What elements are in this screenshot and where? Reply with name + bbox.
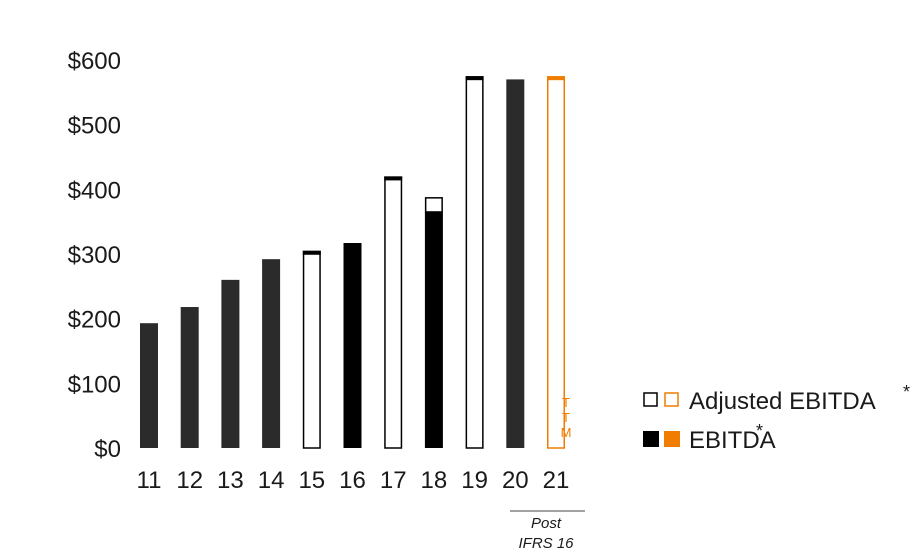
- legend-swatch-ebitda-black: [643, 431, 659, 447]
- legend-item-ebitda: EBITDA *: [643, 421, 776, 454]
- x-tick-label: 15: [298, 467, 325, 494]
- x-tick-label: 13: [217, 467, 244, 494]
- ttm-annotation: T T M: [561, 395, 572, 440]
- x-tick-label: 11: [137, 467, 162, 494]
- y-tick-label: $100: [68, 371, 121, 398]
- ttm-letter-2: T: [562, 410, 570, 425]
- y-tick-label: $600: [68, 48, 121, 75]
- bar-ebitda: [140, 323, 158, 448]
- legend-item-adjusted-ebitda: Adjusted EBITDA *: [643, 382, 910, 415]
- y-tick-label: $500: [68, 113, 121, 140]
- legend-star-ebitda: *: [756, 421, 763, 441]
- legend-star-adjusted-ebitda: *: [903, 382, 910, 402]
- bar-ebitda: [221, 279, 240, 448]
- bar-ebitda: [180, 307, 199, 448]
- bar-group: [343, 243, 362, 448]
- bar-ebitda: [506, 79, 525, 449]
- x-tick-label: 12: [176, 467, 203, 494]
- legend-label-adjusted-ebitda: Adjusted EBITDA: [689, 388, 876, 415]
- x-tick-label: 16: [339, 467, 366, 494]
- legend-label-ebitda: EBITDA: [689, 427, 776, 454]
- post-ifrs-line-2: IFRS 16: [518, 535, 574, 552]
- x-tick-label: 17: [380, 467, 407, 494]
- bar-group: [547, 76, 565, 449]
- bar-ebitda: [343, 243, 362, 448]
- bar-adjusted-ebitda: [424, 197, 443, 213]
- legend-swatch-adjusted-black: [643, 392, 658, 407]
- bar-ebitda: [262, 259, 281, 448]
- x-tick-label: 18: [421, 467, 448, 494]
- post-ifrs-note: Post IFRS 16: [510, 510, 585, 552]
- bar-group: [302, 250, 321, 449]
- bar-group: [180, 307, 199, 448]
- legend-swatch-adjusted-orange: [664, 392, 679, 407]
- y-tick-label: $300: [68, 242, 121, 269]
- y-tick-label: $0: [94, 436, 121, 463]
- bar-adjusted-ebitda: [302, 250, 321, 449]
- x-axis: 11 12 13 14 15 16 17 18 19 20 21: [137, 467, 570, 494]
- bar-adjusted-ebitda: [465, 76, 484, 449]
- bar-group: [465, 76, 484, 449]
- x-tick-label: 20: [502, 467, 529, 494]
- y-axis: $0 $100 $200 $300 $400 $500 $600: [68, 48, 121, 463]
- bar-cap: [384, 176, 403, 181]
- y-tick-label: $400: [68, 177, 121, 204]
- bar-adjusted-ebitda: [547, 76, 565, 449]
- legend: Adjusted EBITDA * EBITDA *: [643, 382, 910, 454]
- bar-ebitda: [424, 211, 443, 448]
- bar-cap: [302, 250, 321, 255]
- bar-series: [140, 76, 565, 449]
- bar-cap: [547, 76, 565, 81]
- bar-group: [221, 279, 240, 448]
- x-tick-label: 14: [258, 467, 285, 494]
- ttm-letter-1: T: [562, 395, 570, 410]
- bar-group: [140, 323, 158, 448]
- x-tick-label: 21: [543, 467, 570, 494]
- bar-group: [262, 259, 281, 448]
- bar-cap: [465, 76, 484, 81]
- bar-group: [424, 197, 443, 448]
- bar-group: [506, 79, 525, 449]
- post-ifrs-line-1: Post: [531, 515, 562, 532]
- bar-adjusted-ebitda: [384, 176, 403, 449]
- x-tick-label: 19: [461, 467, 488, 494]
- ttm-letter-3: M: [561, 425, 572, 440]
- bar-group: [384, 176, 403, 449]
- legend-swatch-ebitda-orange: [664, 431, 680, 447]
- y-tick-label: $200: [68, 307, 121, 334]
